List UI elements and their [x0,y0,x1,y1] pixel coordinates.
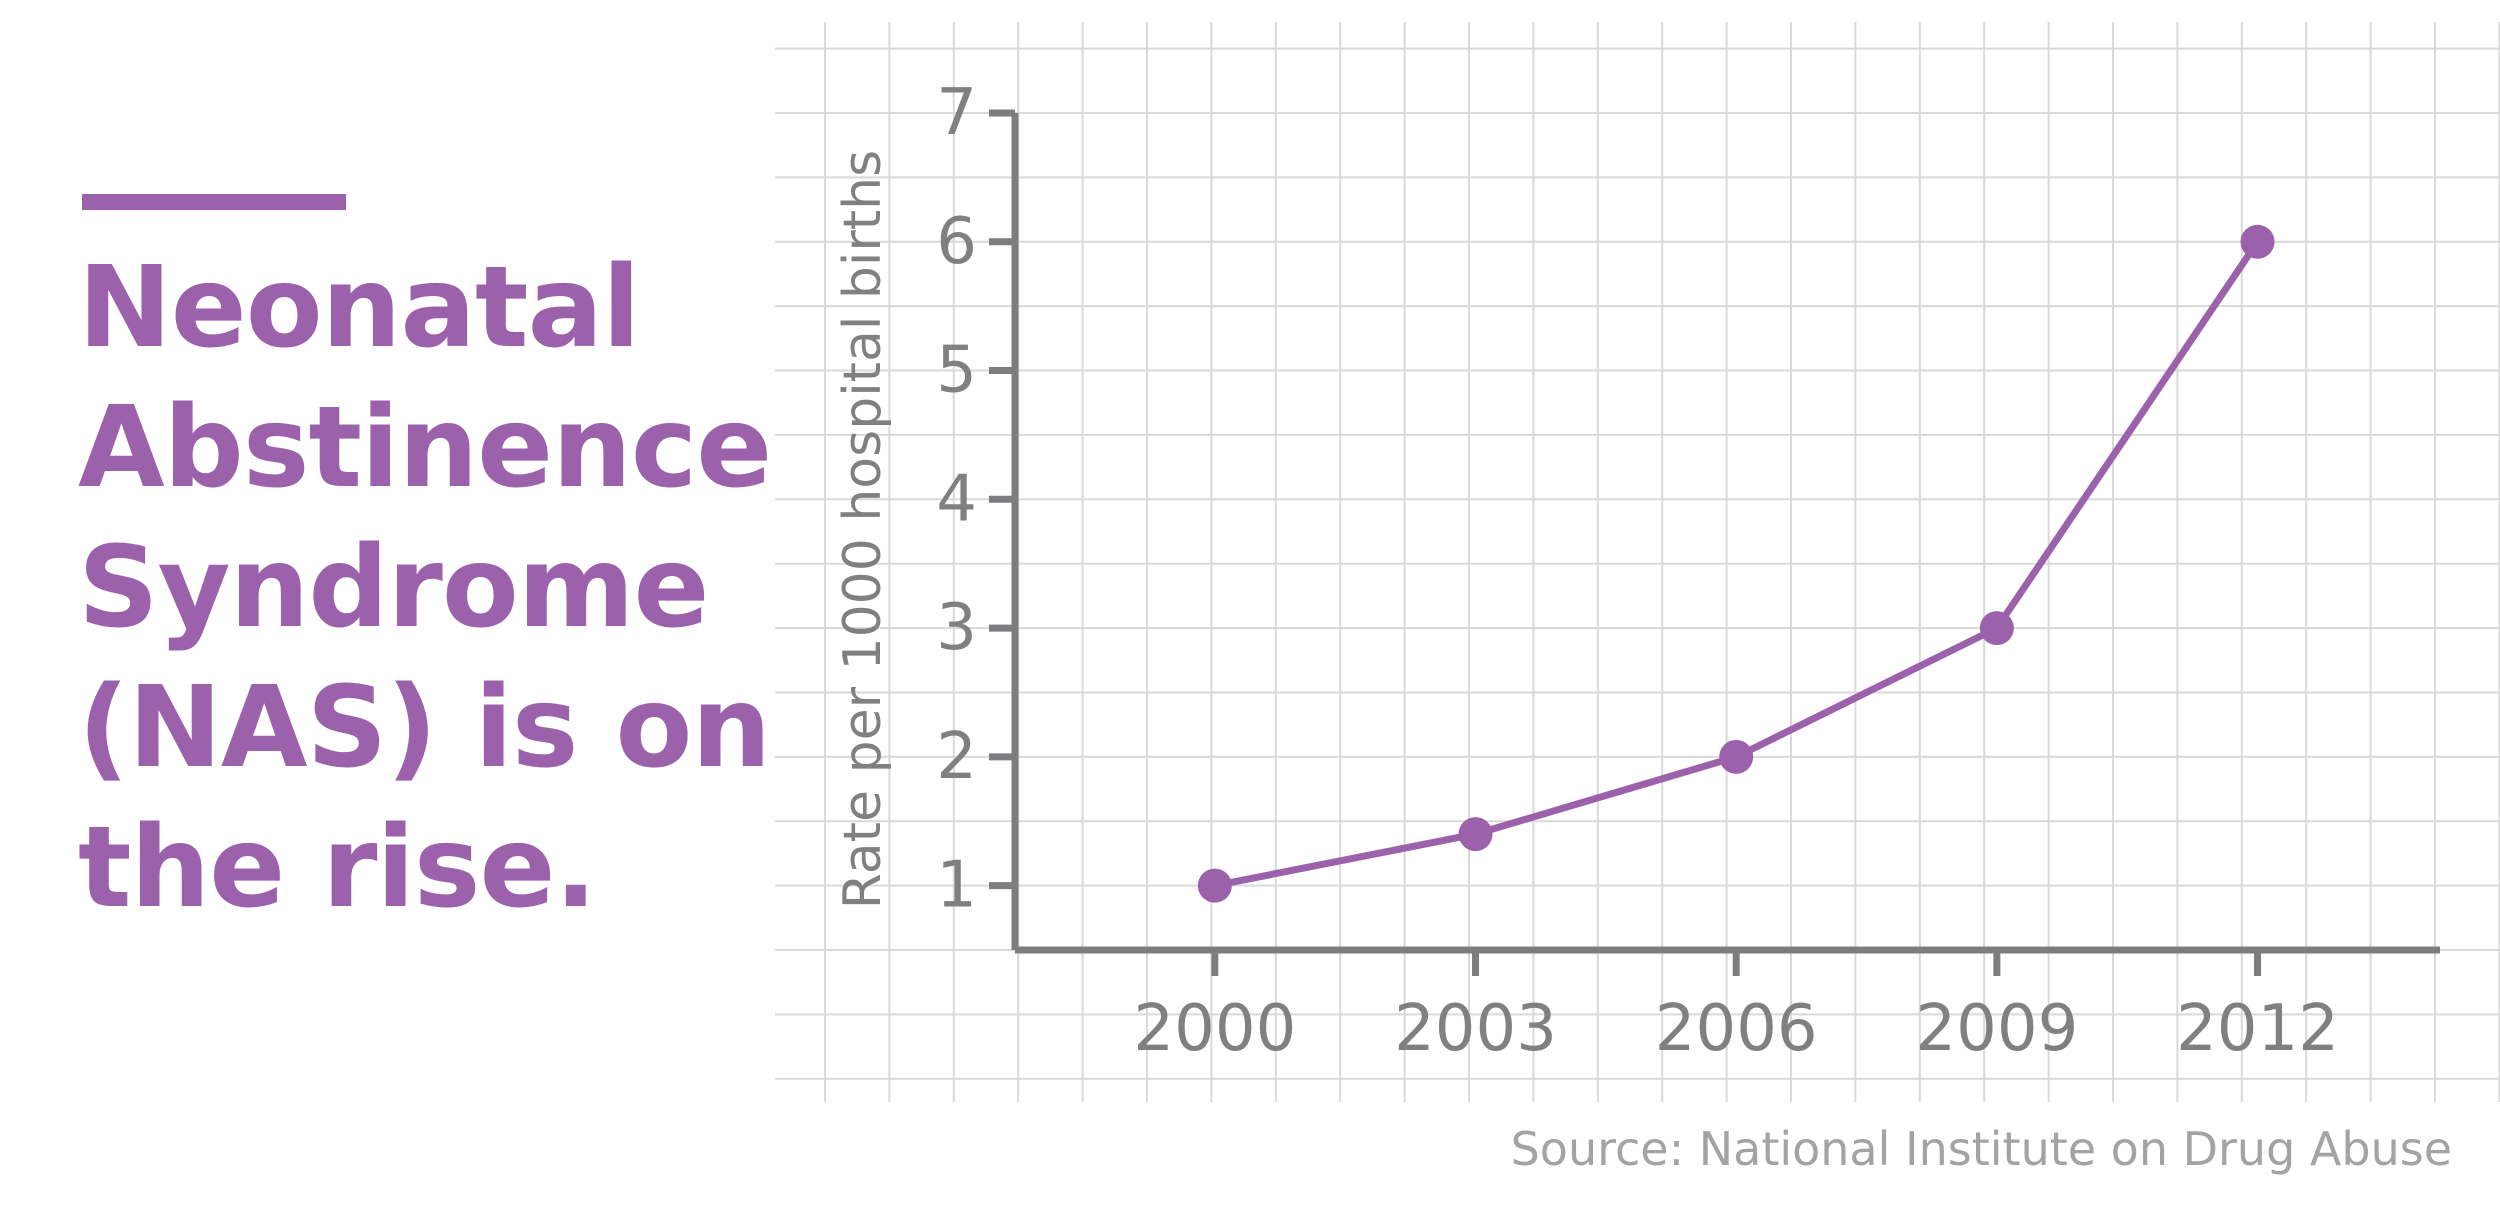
data-point [1458,817,1493,852]
headline: Neonatal Abstinence Syndrome (NAS) is on… [78,238,772,938]
data-point [2240,224,2275,259]
source-note: Source: National Institute on Drug Abuse [1510,1122,2452,1176]
headline-line: Syndrome [78,523,709,653]
y-tick-label: 6 [936,205,977,279]
series [1197,224,2275,903]
y-axis-title: Rate per 1000 hospital births [833,150,893,909]
x-ticks: 2000 2003 2006 2009 2012 [1133,950,2339,1066]
x-tick-label: 2009 [1915,992,2078,1066]
accent-bar [82,194,346,210]
data-point [1197,868,1232,903]
data-point [1719,739,1754,774]
x-tick-label: 2006 [1655,992,1818,1066]
y-tick-label: 1 [936,849,977,923]
headline-line: Abstinence [78,383,772,513]
axes [1011,113,2440,954]
y-tick-label: 3 [936,591,977,665]
grid [775,22,2500,1102]
headline-line: the rise. [78,803,597,933]
y-tick-label: 5 [936,334,977,408]
headline-line: Neonatal [78,243,640,373]
x-tick-label: 2012 [2176,992,2339,1066]
y-tick-label: 7 [936,76,977,150]
x-tick-label: 2003 [1394,992,1557,1066]
data-point [1979,611,2014,646]
y-ticks: 1 2 3 4 5 6 7 [936,76,1015,923]
x-tick-label: 2000 [1133,992,1296,1066]
y-tick-label: 4 [936,462,977,536]
headline-line: (NAS) is on [78,663,771,793]
y-tick-label: 2 [936,720,977,794]
